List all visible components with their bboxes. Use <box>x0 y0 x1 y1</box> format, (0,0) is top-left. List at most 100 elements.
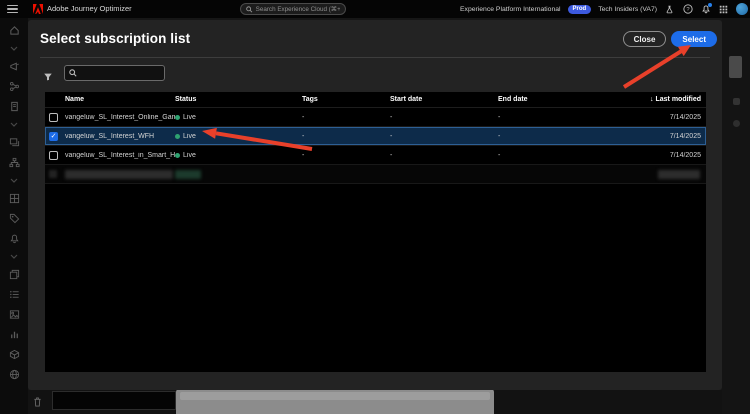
sort-descending-icon: ↓ <box>649 96 654 103</box>
cell-name: vangeluw_SL_Interest_WFH <box>65 132 155 140</box>
col-header-tags[interactable]: Tags <box>302 96 318 103</box>
background-panel <box>176 389 494 414</box>
chevron-down-icon[interactable] <box>9 253 20 260</box>
table-row-selected[interactable]: ✓ vangeluw_SL_Interest_WFH Live - - - 7/… <box>45 127 706 146</box>
sandbox-selector[interactable]: Tech Insiders (VA7) <box>598 5 657 13</box>
top-bar: Adobe Journey Optimizer Search Experienc… <box>0 0 750 18</box>
global-search-placeholder: Search Experience Cloud (⌘+/) <box>255 5 340 13</box>
redacted-date <box>658 169 700 179</box>
grid-icon[interactable] <box>9 193 20 204</box>
global-search-input[interactable]: Search Experience Cloud (⌘+/) <box>240 3 346 15</box>
cell-status: Live <box>175 152 302 159</box>
share-nodes-icon[interactable] <box>9 81 20 92</box>
col-header-last-modified[interactable]: ↓ Last modified <box>649 96 701 103</box>
cell-last-modified: 7/14/2025 <box>669 151 701 159</box>
cell-end-date: - <box>498 113 501 121</box>
megaphone-icon[interactable] <box>9 61 20 72</box>
filter-icon[interactable] <box>43 69 53 87</box>
row-checkbox[interactable]: ✓ <box>49 112 58 122</box>
divider <box>40 57 710 58</box>
box-icon[interactable] <box>9 349 20 360</box>
cell-tags: - <box>302 113 305 121</box>
list-search-input[interactable] <box>80 68 160 78</box>
chevron-down-icon[interactable] <box>9 121 20 128</box>
live-status-dot <box>175 133 180 139</box>
col-header-end-date[interactable]: End date <box>498 96 528 103</box>
cell-end-date: - <box>498 132 501 140</box>
redacted-status <box>175 169 201 179</box>
dialog-actions: Close Select <box>622 31 717 47</box>
cell-name: vangeluw_SL_Interest_in_Smart_H... <box>65 151 175 159</box>
image-icon[interactable] <box>9 309 20 320</box>
globe-icon[interactable] <box>9 369 20 380</box>
row-checkbox-checked[interactable]: ✓ <box>49 131 58 141</box>
home-icon[interactable] <box>9 25 20 36</box>
cell-status: Live <box>175 114 302 121</box>
cell-last-modified: 7/14/2025 <box>669 113 701 121</box>
cell-tags: - <box>302 151 305 159</box>
cell-name: vangeluw_SL_Interest_Online_Gam... <box>65 113 175 121</box>
status-label: Live <box>183 132 196 140</box>
svg-text:?: ? <box>686 7 690 13</box>
chevron-down-icon[interactable] <box>9 177 20 184</box>
background-icon <box>733 120 740 127</box>
subscription-list-table: Name Status Tags Start date End date ↓ La… <box>45 92 706 372</box>
status-label: Live <box>183 151 196 159</box>
left-nav-rail <box>0 18 28 414</box>
col-header-start-date[interactable]: Start date <box>390 96 423 103</box>
avatar[interactable] <box>736 3 748 15</box>
cell-status: Live <box>175 133 302 140</box>
select-button[interactable]: Select <box>671 31 717 47</box>
table-header-row: Name Status Tags Start date End date ↓ La… <box>45 92 706 108</box>
notification-dot <box>708 2 712 7</box>
env-badge: Prod <box>567 4 592 14</box>
cell-last-modified: 7/14/2025 <box>669 132 701 140</box>
search-icon <box>246 5 253 12</box>
bell-icon[interactable] <box>9 233 20 244</box>
close-button[interactable]: Close <box>622 31 667 47</box>
copy-icon[interactable] <box>9 269 20 280</box>
row-checkbox[interactable]: ✓ <box>49 150 58 160</box>
chevron-down-icon[interactable] <box>9 45 20 52</box>
select-subscription-list-dialog: Select subscription list Close Select Na… <box>28 20 722 390</box>
redacted-checkbox <box>49 170 57 178</box>
background-icon <box>733 98 740 105</box>
cards-icon[interactable] <box>9 137 20 148</box>
col-header-status[interactable]: Status <box>175 96 197 103</box>
cell-tags: - <box>302 132 305 140</box>
redacted-name <box>65 169 173 179</box>
org-label[interactable]: Experience Platform International <box>460 5 561 13</box>
background-chip <box>729 56 742 78</box>
cell-start-date: - <box>390 151 393 159</box>
checkmark-icon: ✓ <box>50 132 57 140</box>
topbar-right-cluster: Experience Platform International Prod T… <box>460 0 748 18</box>
tag-icon[interactable] <box>9 213 20 224</box>
help-icon[interactable]: ? <box>682 4 693 15</box>
table-row-redacted[interactable] <box>45 165 706 184</box>
table-row[interactable]: ✓ vangeluw_SL_Interest_Online_Gam... Liv… <box>45 108 706 127</box>
flask-icon[interactable] <box>664 4 675 15</box>
trash-icon <box>33 394 42 412</box>
cell-start-date: - <box>390 113 393 121</box>
cell-start-date: - <box>390 132 393 140</box>
list-search-field[interactable] <box>64 65 165 81</box>
app-title: Adobe Journey Optimizer <box>47 4 132 13</box>
background-right-rail <box>722 18 750 414</box>
background-input <box>52 391 176 410</box>
document-icon[interactable] <box>9 101 20 112</box>
status-label: Live <box>183 113 196 121</box>
apps-grid-icon[interactable] <box>718 4 729 15</box>
col-header-name[interactable]: Name <box>65 96 85 103</box>
dialog-title: Select subscription list <box>40 31 191 46</box>
table-row[interactable]: ✓ vangeluw_SL_Interest_in_Smart_H... Liv… <box>45 146 706 165</box>
cell-end-date: - <box>498 151 501 159</box>
adobe-logo <box>33 4 43 14</box>
list-icon[interactable] <box>9 289 20 300</box>
hamburger-icon[interactable] <box>7 5 18 13</box>
org-chart-icon[interactable] <box>8 157 20 168</box>
live-status-dot <box>175 114 180 120</box>
search-icon <box>69 69 77 77</box>
bell-icon[interactable] <box>700 2 712 15</box>
bar-chart-icon[interactable] <box>9 329 20 340</box>
